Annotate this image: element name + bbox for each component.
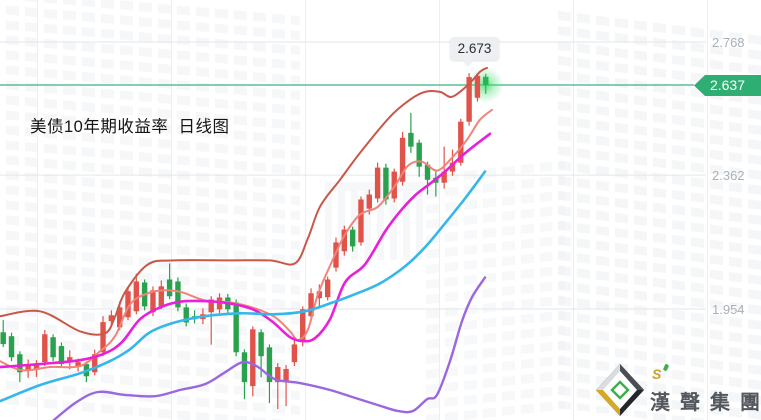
y-axis-tick-2362: 2.362 [712, 168, 745, 183]
overlay-line-upper-band [0, 66, 488, 336]
last-price-tag: 2.637 [694, 75, 761, 96]
high-price-label: 2.673 [457, 41, 492, 56]
brand-watermark: S 漢聲集團 [586, 352, 761, 418]
overlay-line-lower-band [52, 276, 487, 420]
overlay-line-slow-ma [0, 170, 487, 403]
overlay-line-mid-ma [0, 132, 492, 369]
y-axis-tick-2768: 2.768 [712, 35, 745, 50]
logo-leaf-icon [662, 363, 670, 372]
last-price-label: 2.637 [709, 77, 746, 93]
chart-title: 美债10年期收益率 日线图 [30, 118, 230, 136]
overlay-line-fast-ma [0, 108, 493, 372]
y-axis-tick-1954: 1.954 [712, 302, 745, 317]
callout-pointer [462, 60, 474, 67]
diamond-logo-icon [596, 364, 644, 416]
brand-name: 漢聲集團 [650, 392, 761, 414]
high-price-callout: 2.673 [450, 37, 499, 67]
logo-accent-letter: S [652, 366, 662, 382]
